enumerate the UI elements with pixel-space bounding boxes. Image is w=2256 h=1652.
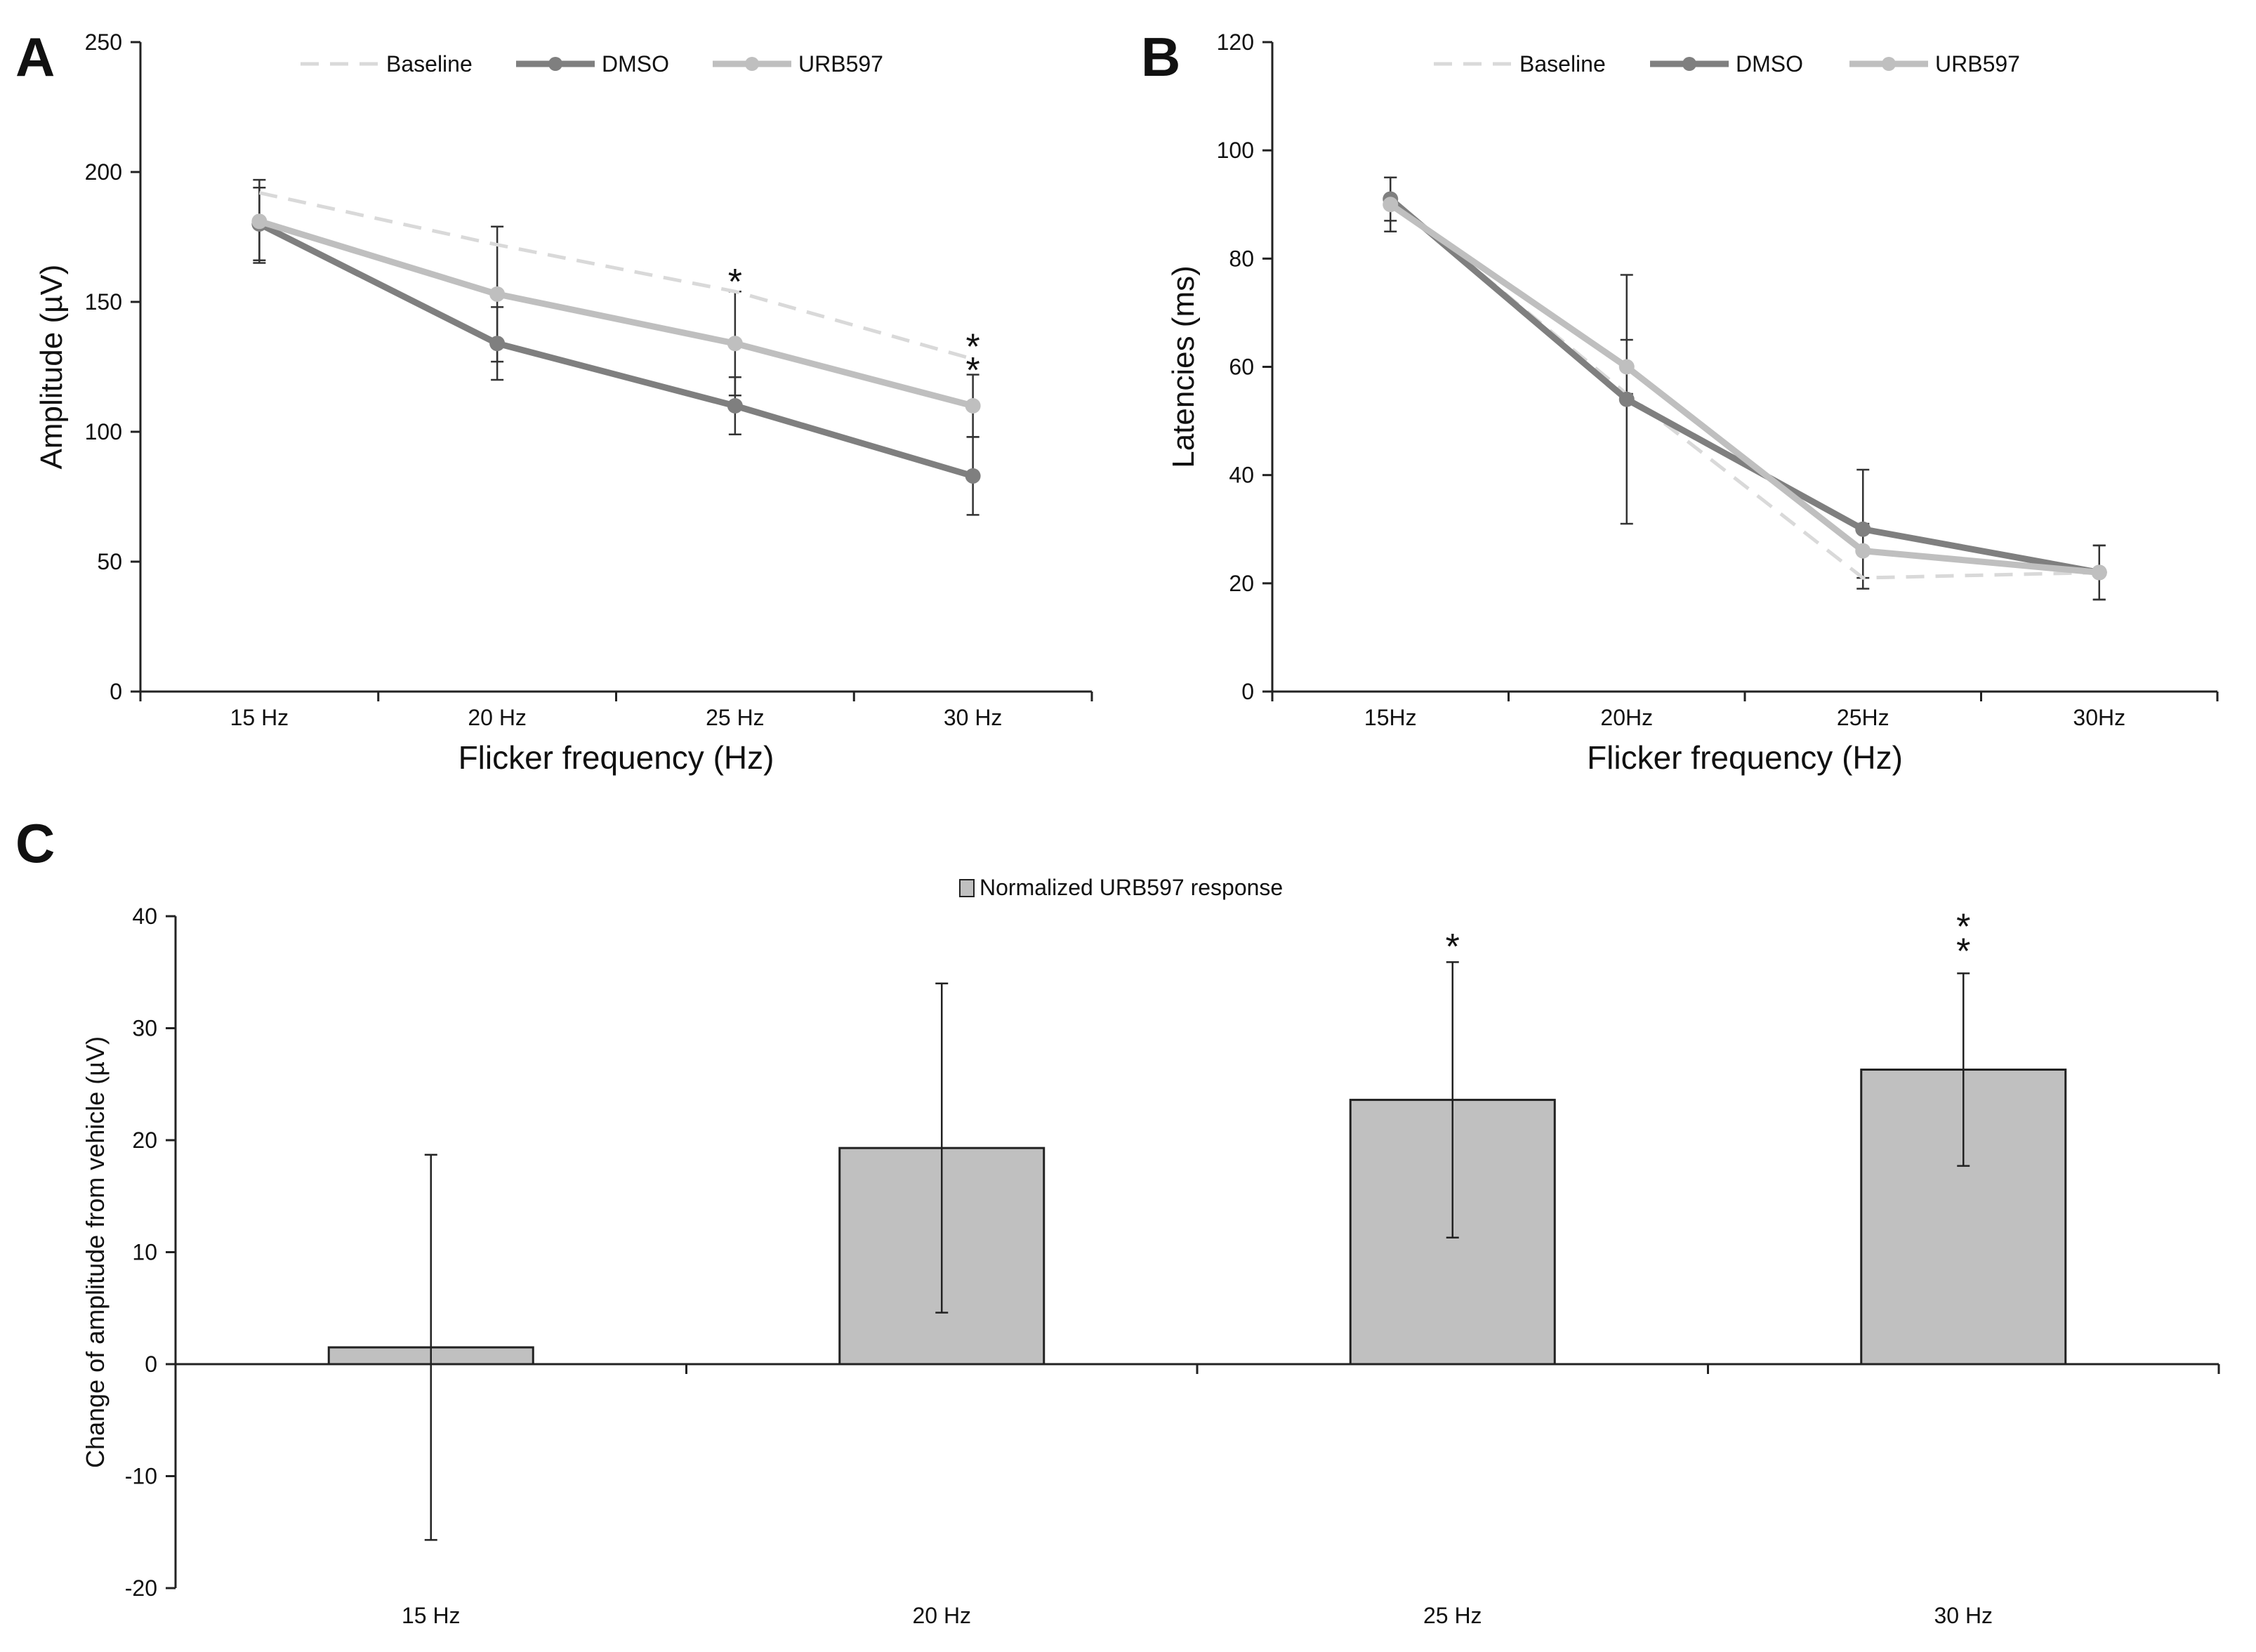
series-line-dmso [258,220,974,480]
y-tick-label: 100 [1217,138,1254,163]
data-point [1618,359,1635,375]
significance-marker: * [1446,927,1460,967]
y-tick-label: 40 [132,904,157,929]
y-tick-label: 20 [132,1128,157,1153]
x-axis-title: Flicker frequency (Hz) [1587,739,1903,776]
series-line-urb597 [258,218,974,409]
x-axis-title: Flicker frequency (Hz) [459,739,774,776]
legend-label: Baseline [1519,51,1606,77]
series-line-baseline [1389,197,2099,580]
significance-marker: * [1956,931,1970,972]
panel-a: A 0 50 100 150 200 250 15 Hz 20 Hz 25 Hz 30 Hz Flic… [15,26,1093,776]
x-tick-label: 20Hz [1600,705,1653,730]
y-tick-label: 50 [97,549,122,574]
data-point [251,213,268,230]
panel-c: C -20 -10 0 10 20 30 40 15 Hz 20 Hz 25 Hz 30 Hz Chan… [15,812,2220,1628]
data-point [1618,391,1635,407]
y-tick-label: 0 [1241,679,1254,704]
legend-swatch [959,879,975,897]
y-axis-title: Change of amplitude from vehicle (µV) [81,1036,110,1468]
y-tick-label: 250 [85,29,122,55]
x-tick-label: 25Hz [1837,705,1889,730]
legend-label: URB597 [1935,51,2020,77]
significance-marker: * [728,262,742,303]
legend-label: DMSO [602,51,669,77]
y-tick-label: 0 [110,679,122,704]
legend-marker [1682,57,1696,71]
legend-label: DMSO [1736,51,1803,77]
data-point [727,336,743,352]
y-tick-label: 30 [132,1016,157,1041]
series-line-dmso [1388,197,2100,576]
significance-marker: * [966,327,980,368]
data-point [727,398,743,414]
x-tick-label: 15Hz [1364,705,1417,730]
x-tick-label: 20 Hz [468,705,527,730]
data-point [965,398,981,414]
data-point [2091,564,2107,581]
y-tick-label: 10 [132,1240,157,1265]
panel-letter: A [15,26,55,88]
significance-marker: * [966,350,980,391]
y-tick-label: 40 [1229,463,1254,488]
data-point [1383,197,1399,213]
y-tick-label: 200 [85,159,122,185]
legend-label: Normalized URB597 response [979,875,1283,900]
data-point [1855,521,1871,537]
data-point [489,336,506,352]
legend-label: URB597 [798,51,883,77]
y-tick-label: 150 [85,289,122,315]
y-tick-label: -20 [125,1575,157,1601]
y-tick-label: 80 [1229,246,1254,271]
x-tick-label: 20 Hz [912,1603,971,1628]
x-tick-label: 15 Hz [402,1603,461,1628]
x-tick-label: 30 Hz [944,705,1003,730]
significance-marker: * [1956,906,1970,947]
x-tick-label: 15 Hz [230,705,289,730]
y-tick-label: 120 [1217,29,1254,55]
series-line-urb597 [1388,201,2100,576]
legend-marker [745,57,759,71]
data-point [965,468,981,484]
panel-letter: B [1141,26,1180,88]
y-axis-title: Latencies (ms) [1166,265,1201,468]
y-tick-label: 0 [145,1352,157,1377]
legend-label: Baseline [386,51,473,77]
y-tick-label: 100 [85,419,122,444]
y-axis-title: Amplitude (µV) [34,265,69,470]
y-tick-label: 60 [1229,355,1254,380]
x-tick-label: 25 Hz [1423,1603,1482,1628]
y-tick-label: 20 [1229,571,1254,596]
panel-b: B 0 20 40 60 80 100 120 15Hz 20Hz 25Hz 30Hz Flicker … [1141,26,2219,776]
panel-letter: C [15,812,55,874]
legend-marker [548,57,562,71]
x-tick-label: 25 Hz [706,705,765,730]
x-tick-label: 30Hz [2073,705,2125,730]
x-tick-label: 30 Hz [1934,1603,1993,1628]
y-tick-label: -10 [125,1464,157,1489]
data-point [1855,543,1871,559]
series-line-baseline [258,191,974,361]
legend-marker [1882,57,1896,71]
data-point [489,286,506,302]
